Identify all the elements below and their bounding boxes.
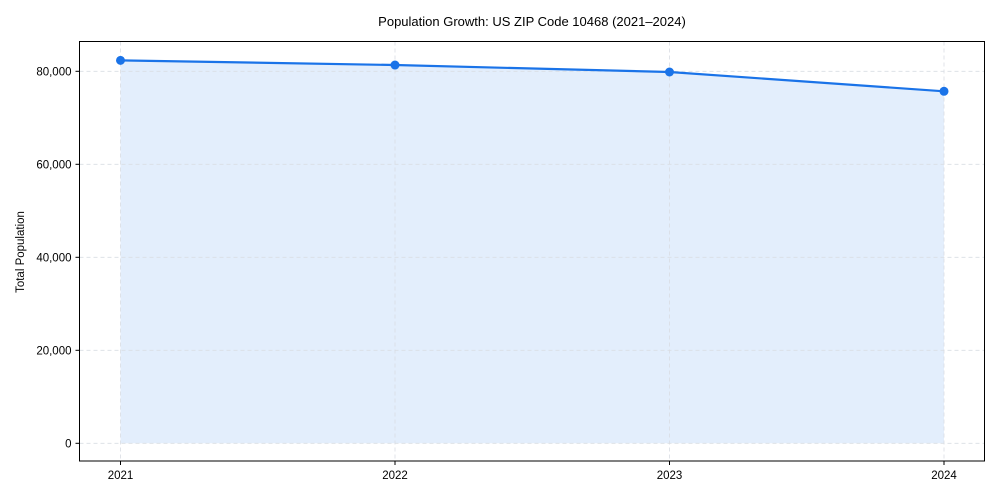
y-tick-label: 20,000 [36, 345, 71, 357]
data-markers [116, 55, 949, 96]
x-tick-label: 2024 [931, 470, 957, 482]
y-tick-label: 40,000 [36, 252, 71, 264]
area-fill [120, 60, 944, 444]
chart-title: Population Growth: US ZIP Code 10468 (20… [378, 14, 686, 29]
y-axis-label: Total Population [15, 211, 27, 293]
x-tick-label: 2021 [108, 470, 134, 482]
data-point-marker [939, 86, 949, 96]
data-point-marker [665, 67, 674, 77]
gridlines [79, 41, 985, 461]
y-axis: 0 20,000 40,000 60,000 80,000 [36, 66, 80, 450]
data-point-marker [116, 55, 125, 65]
x-tick-label: 2023 [657, 470, 683, 482]
y-tick-label: 0 [65, 438, 71, 450]
y-tick-label: 60,000 [36, 159, 71, 171]
data-line [120, 59, 945, 93]
axes-frame [79, 41, 985, 462]
data-point-marker [390, 60, 400, 70]
x-axis: 2021 2022 2023 2024 [108, 461, 957, 482]
series-line [120, 59, 945, 93]
plot-area [79, 41, 985, 462]
x-tick-label: 2022 [382, 470, 408, 482]
area-fill-shape [120, 60, 944, 444]
y-tick-label: 80,000 [36, 66, 71, 78]
